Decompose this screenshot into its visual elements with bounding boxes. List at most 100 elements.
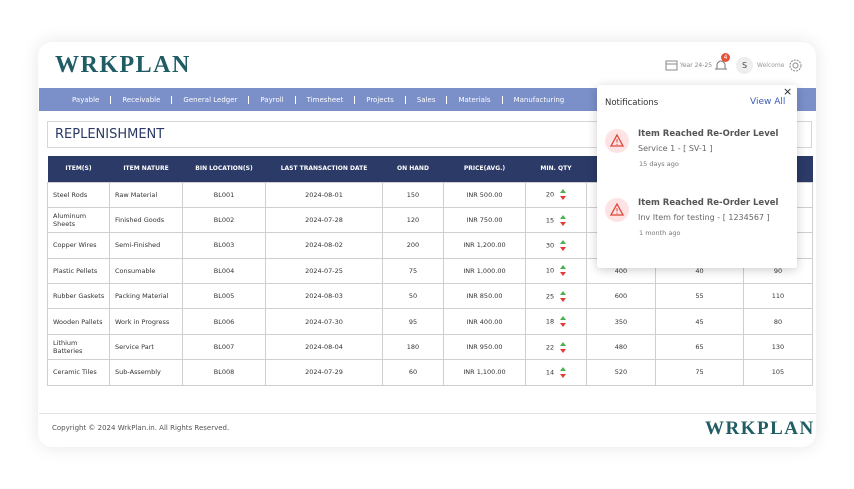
notification-title: Notifications — [605, 98, 659, 108]
column-header: ITEM(S) — [47, 156, 110, 182]
table-cell: INR 400.00 — [443, 308, 526, 335]
table-cell: 18 — [525, 308, 587, 335]
avatar[interactable]: S — [736, 57, 753, 74]
arrow-down[interactable] — [560, 246, 567, 251]
cell-text: 95 — [408, 317, 418, 326]
cell-text: INR 950.00 — [466, 343, 503, 352]
settings-icon[interactable] — [788, 58, 803, 73]
qty-arrows[interactable] — [554, 239, 567, 251]
arrow-down[interactable] — [560, 272, 567, 277]
cell-text: Steel Rods — [53, 190, 88, 199]
nav-item[interactable]: Payable — [72, 95, 100, 104]
logo[interactable]: WRKPLAN — [55, 52, 191, 78]
arrow-up[interactable] — [560, 189, 567, 194]
qty-arrows[interactable] — [554, 189, 567, 201]
column-header: ON HAND — [382, 156, 444, 182]
arrow-down[interactable] — [560, 348, 567, 353]
table-cell: Lithium Batteries — [47, 333, 110, 361]
cell-text: 120 — [406, 216, 420, 225]
qty-arrows[interactable] — [554, 341, 567, 353]
table-cell: 30 — [525, 232, 587, 259]
welcome: Welcome — [757, 62, 785, 69]
year[interactable]: Year 24-25 — [680, 62, 713, 69]
cell-text: 20 — [545, 190, 555, 199]
table-cell: 480 — [586, 333, 656, 361]
bell-icon[interactable] — [714, 58, 728, 72]
table-cell: 2024-07-30 — [265, 308, 383, 335]
cell-text: Service Part — [115, 343, 154, 352]
cell-text: 2024-08-03 — [305, 292, 343, 301]
table-cell: 200 — [382, 232, 444, 259]
notification-time: 1 month ago — [639, 229, 681, 237]
nav-item[interactable]: Materials — [446, 95, 501, 104]
arrow-down[interactable] — [560, 323, 567, 328]
cell-text: BL006 — [213, 317, 235, 326]
arrow-up[interactable] — [560, 214, 567, 219]
cell-text: INR 750.00 — [466, 216, 503, 225]
cell-text: Sub-Assembly — [115, 368, 161, 377]
cell-text: 520 — [614, 368, 628, 377]
cell-text: 55 — [695, 292, 704, 301]
page-title: REPLENISHMENT — [47, 121, 812, 148]
cell-text: 14 — [545, 368, 555, 377]
table-cell: BL003 — [182, 232, 266, 259]
qty-arrows[interactable] — [554, 290, 567, 302]
table-cell: BL008 — [182, 359, 266, 386]
table-cell: Wooden Pallets — [47, 308, 110, 335]
qty-arrows[interactable] — [554, 316, 567, 328]
arrow-up[interactable] — [560, 341, 567, 346]
qty-arrows[interactable] — [554, 366, 567, 378]
cell-text: 2024-07-29 — [305, 368, 343, 377]
cell-text: 18 — [545, 317, 555, 326]
table-cell: 50 — [382, 283, 444, 310]
arrow-down[interactable] — [560, 196, 567, 201]
table-cell: 130 — [743, 333, 813, 361]
qty-arrows[interactable] — [554, 265, 567, 277]
cell-text: 2024-08-04 — [305, 343, 343, 352]
arrow-up[interactable] — [560, 239, 567, 244]
nav-item[interactable]: Payroll — [248, 95, 294, 104]
cell-text: Plastic Pellets — [53, 266, 98, 275]
cell-text: INR 850.00 — [466, 292, 503, 301]
cell-text: 30 — [545, 241, 555, 250]
table-cell: BL007 — [182, 333, 266, 361]
nav-item[interactable]: Timesheet — [294, 95, 355, 104]
column-header: PRICE(AVG.) — [443, 156, 526, 182]
table-cell: Ceramic Tiles — [47, 359, 110, 386]
cell-text: 480 — [614, 343, 628, 352]
cell-text: 2024-08-02 — [305, 241, 343, 250]
cell-text: 75 — [408, 266, 418, 275]
arrow-up[interactable] — [560, 265, 567, 270]
notification-detail: Service 1 - [ SV-1 ] — [638, 144, 713, 153]
arrow-up[interactable] — [560, 290, 567, 295]
qty-arrows[interactable] — [554, 214, 567, 226]
nav-item[interactable]: General Ledger — [171, 95, 248, 104]
cell-text: Lithium Batteries — [53, 339, 83, 356]
arrow-up[interactable] — [560, 366, 567, 371]
cell-text: 90 — [773, 266, 783, 275]
arrow-down[interactable] — [560, 221, 567, 226]
cell-text: 10 — [545, 266, 555, 275]
cell-text: 2024-07-28 — [305, 216, 343, 225]
arrow-up[interactable] — [560, 316, 567, 321]
table-cell: Work in Progress — [109, 308, 183, 335]
view-all[interactable]: View All — [750, 97, 786, 107]
table-row: Lithium Batteries Service Part BL007 2024-0… — [47, 333, 813, 361]
nav-item[interactable]: Receivable — [110, 95, 171, 104]
arrow-down[interactable] — [560, 297, 567, 302]
cell-text: 2024-07-30 — [305, 317, 343, 326]
close-button[interactable]: × — [783, 85, 793, 98]
warning-icon — [605, 198, 629, 222]
badge: 4 — [721, 53, 730, 62]
table-cell: 2024-07-25 — [265, 257, 383, 285]
table-cell: INR 950.00 — [443, 333, 526, 361]
table-cell: INR 750.00 — [443, 206, 526, 234]
table-row: Wooden Pallets Work in Progress BL006 2024-… — [47, 308, 813, 335]
nav-item[interactable]: Sales — [404, 95, 447, 104]
nav-item[interactable]: Projects — [354, 95, 405, 104]
table-cell: Consumable — [109, 257, 183, 285]
cell-text: INR 1,100.00 — [463, 368, 506, 377]
notification-time: 15 days ago — [639, 160, 679, 168]
nav-item[interactable]: Manufacturing — [501, 95, 576, 104]
arrow-down[interactable] — [560, 373, 567, 378]
